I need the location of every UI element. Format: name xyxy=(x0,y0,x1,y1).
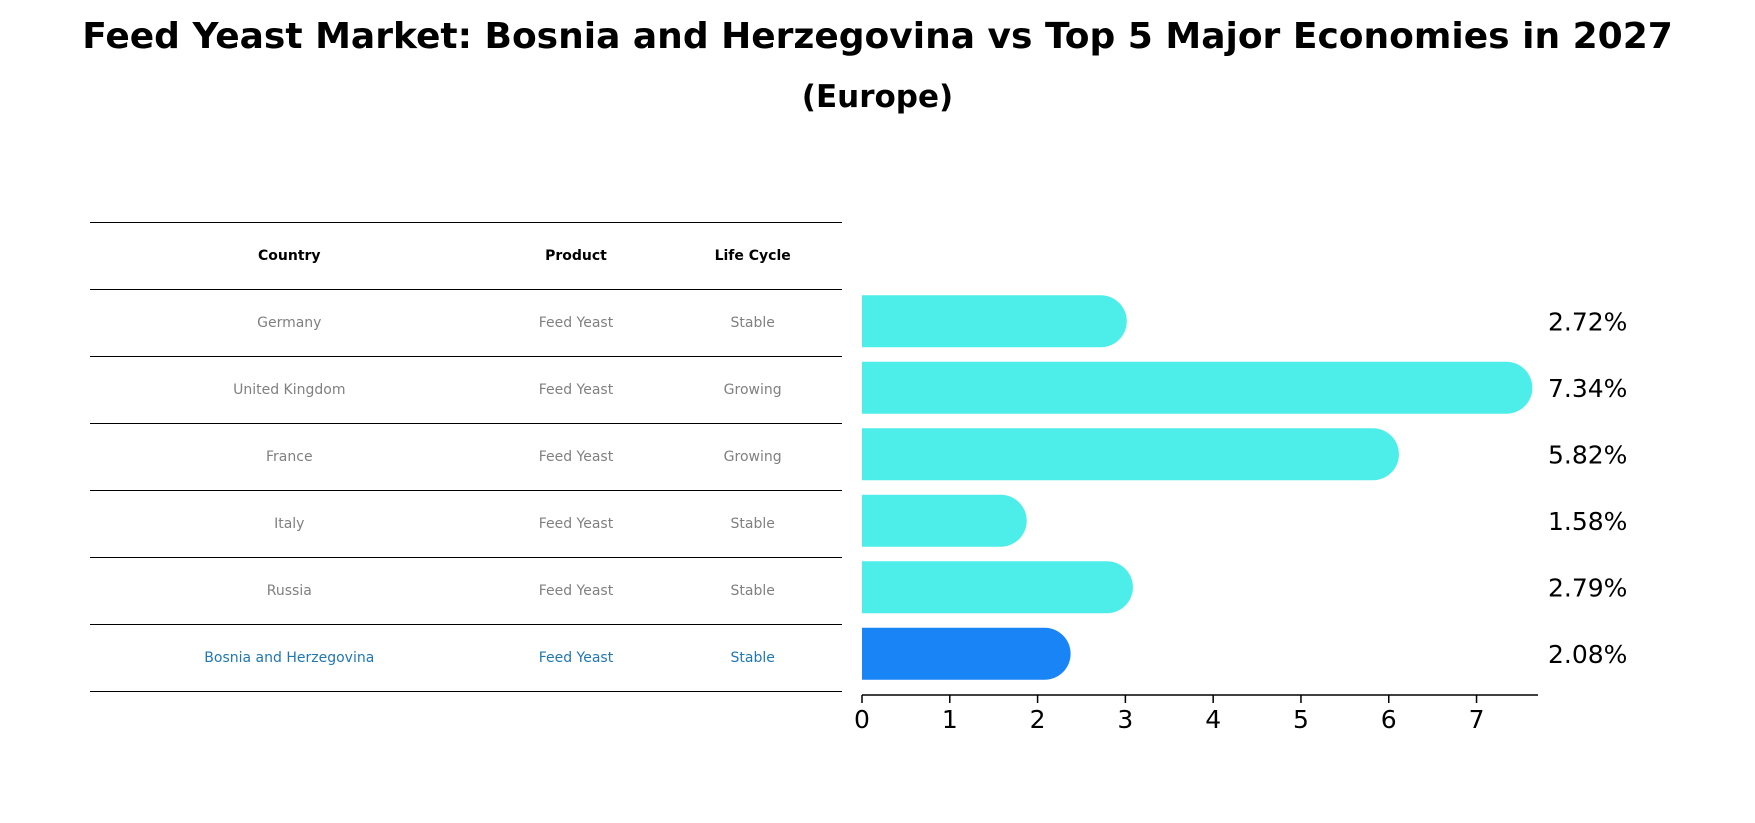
cell-life-cycle: Growing xyxy=(663,423,842,491)
x-tick-label: 0 xyxy=(854,705,870,734)
table-row: United Kingdom Feed Yeast Growing xyxy=(90,356,842,424)
data-table: Country Product Life Cycle Germany Feed … xyxy=(90,222,842,692)
value-label: 7.34% xyxy=(1548,374,1627,403)
header-country: Country xyxy=(90,222,489,290)
x-tick-label: 2 xyxy=(1030,705,1046,734)
bar-bosnia-and-herzegovina xyxy=(862,627,1071,680)
cell-life-cycle: Stable xyxy=(663,624,842,692)
table-header-row: Country Product Life Cycle xyxy=(90,222,842,290)
x-tick-label: 3 xyxy=(1117,705,1133,734)
cell-life-cycle: Stable xyxy=(663,490,842,558)
cell-life-cycle: Stable xyxy=(663,557,842,625)
cell-life-cycle: Growing xyxy=(663,356,842,424)
value-label: 5.82% xyxy=(1548,440,1627,469)
x-tick-label: 7 xyxy=(1469,705,1485,734)
bar-united-kingdom xyxy=(862,361,1533,414)
cell-country: France xyxy=(90,423,489,491)
chart-title: Feed Yeast Market: Bosnia and Herzegovin… xyxy=(82,16,1673,57)
x-tick-label: 5 xyxy=(1293,705,1309,734)
bar-germany xyxy=(862,295,1127,348)
cell-country: Bosnia and Herzegovina xyxy=(90,624,489,692)
cell-product: Feed Yeast xyxy=(488,289,664,357)
table-row: Germany Feed Yeast Stable xyxy=(90,289,842,357)
x-tick-label: 1 xyxy=(942,705,958,734)
chart-subtitle: (Europe) xyxy=(801,79,954,115)
cell-country: Russia xyxy=(90,557,489,625)
cell-life-cycle: Stable xyxy=(663,289,842,357)
cell-product: Feed Yeast xyxy=(488,356,664,424)
cell-country: United Kingdom xyxy=(90,356,489,424)
value-label: 2.79% xyxy=(1548,573,1627,602)
cell-country: Italy xyxy=(90,490,489,558)
table-row: Italy Feed Yeast Stable xyxy=(90,490,842,558)
cell-country: Germany xyxy=(90,289,489,357)
table-row-highlighted: Bosnia and Herzegovina Feed Yeast Stable xyxy=(90,624,842,692)
table-row: France Feed Yeast Growing xyxy=(90,423,842,491)
value-label: 1.58% xyxy=(1548,507,1627,536)
header-product: Product xyxy=(488,222,664,290)
bar-russia xyxy=(862,561,1133,614)
cell-product: Feed Yeast xyxy=(488,490,664,558)
value-label: 2.72% xyxy=(1548,307,1627,336)
bar-france xyxy=(862,428,1399,481)
table-row: Russia Feed Yeast Stable xyxy=(90,557,842,625)
header-life-cycle: Life Cycle xyxy=(663,222,842,290)
bar-italy xyxy=(862,494,1027,547)
cell-product: Feed Yeast xyxy=(488,624,664,692)
x-tick-label: 4 xyxy=(1205,705,1221,734)
value-label: 2.08% xyxy=(1548,640,1627,669)
x-tick-label: 6 xyxy=(1381,705,1397,734)
